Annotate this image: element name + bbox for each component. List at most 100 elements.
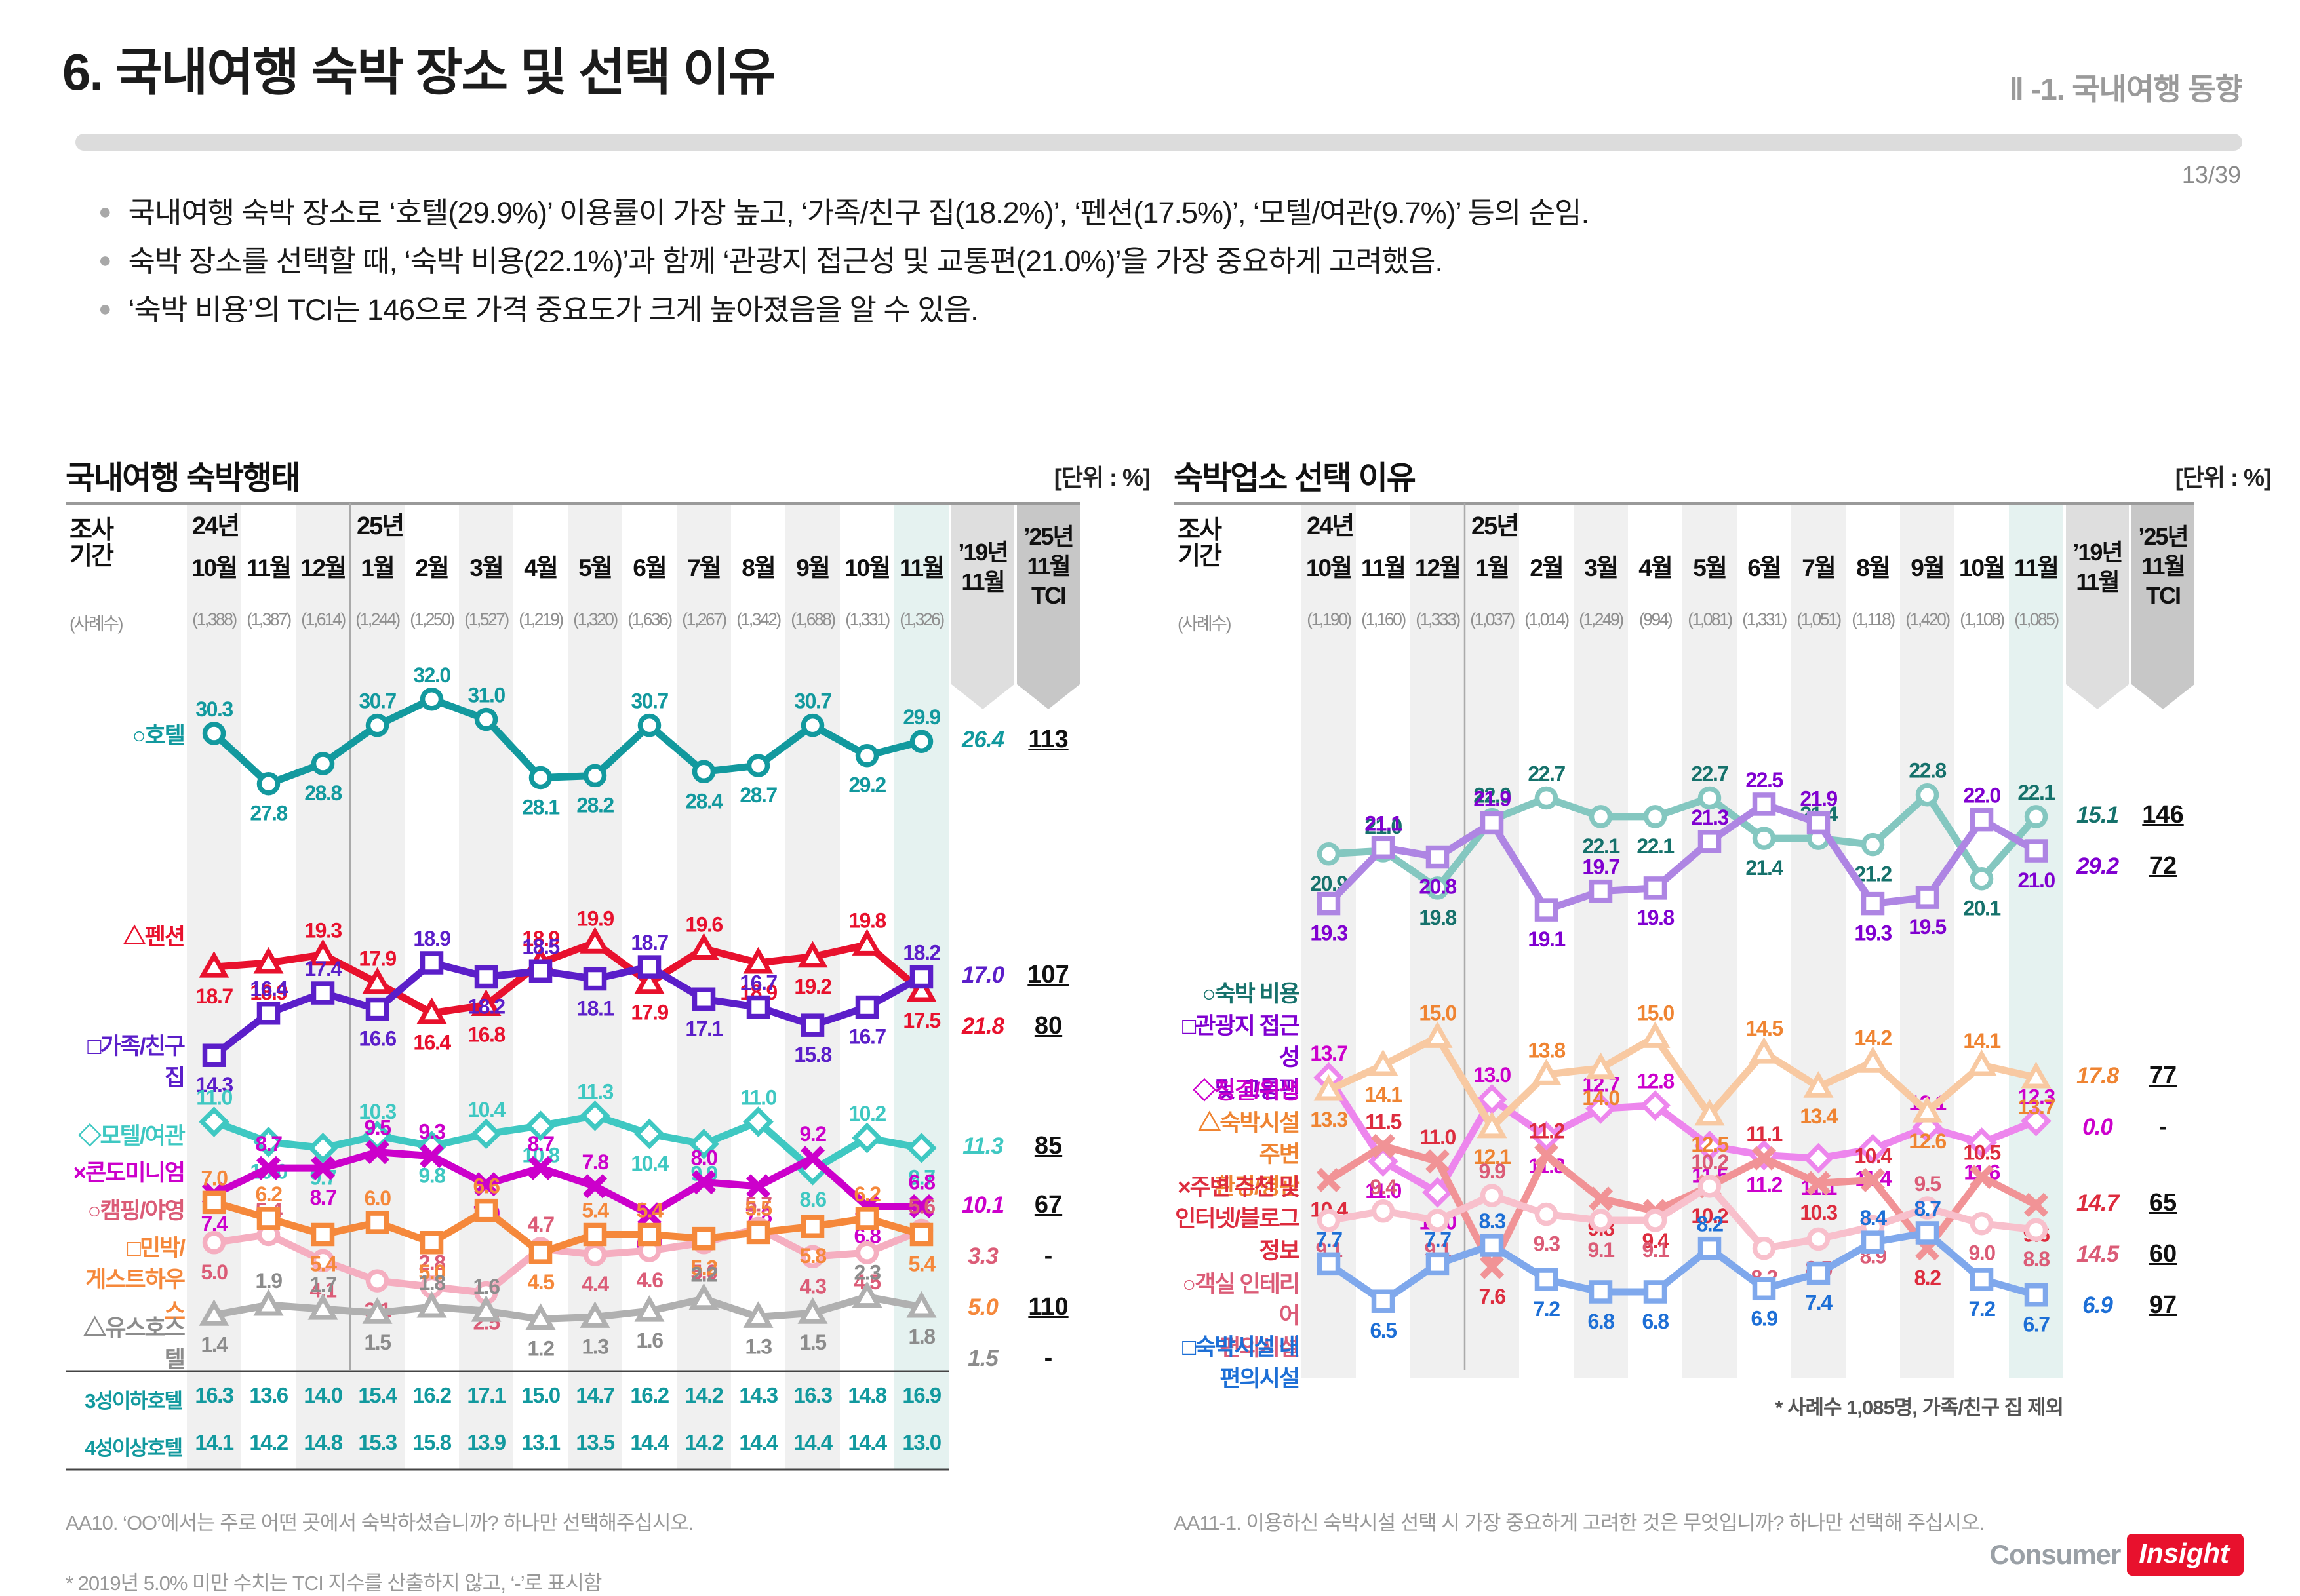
cases-value: (1,331) <box>1742 610 1787 629</box>
data-label: 19.9 <box>576 906 614 930</box>
legend-x: ×콘도미니엄 <box>73 1160 186 1186</box>
data-label: 1.6 <box>473 1275 500 1298</box>
data-label: 22.7 <box>1691 762 1728 785</box>
data-label: 5.0 <box>419 1260 446 1284</box>
marker <box>1970 866 1994 891</box>
cases-value: (1,085) <box>2014 610 2059 629</box>
data-label: 1.2 <box>528 1336 555 1360</box>
marker <box>746 995 770 1019</box>
legend-diamond: ◇모텔/여관 <box>78 1123 186 1149</box>
data-label: 19.8 <box>1419 906 1456 929</box>
marker <box>1752 1236 1776 1260</box>
marker <box>253 1126 284 1158</box>
marker <box>1970 1211 1994 1236</box>
cases-value: (1,326) <box>900 610 945 629</box>
hotel-grade-value: 13.5 <box>576 1430 615 1454</box>
legend-square: □민박/게스트하우스 <box>85 1236 186 1325</box>
data-label: 5.6 <box>909 1194 936 1218</box>
data-label: 11.0 <box>196 1086 232 1110</box>
marker <box>1317 1252 1341 1276</box>
data-label: 22.0 <box>1473 784 1511 808</box>
cases-value: (1,081) <box>1688 610 1733 629</box>
data-label: 5.0 <box>691 1260 718 1284</box>
col-19nov-header: ’19년 11월 <box>2072 539 2123 595</box>
data-label: 10.4 <box>631 1152 669 1175</box>
data-label: 9.1 <box>1588 1238 1615 1262</box>
marker <box>906 975 937 1002</box>
legend-circle: ○숙박 비용 <box>1202 981 1300 1007</box>
marker <box>1970 808 1994 832</box>
data-label: 1.8 <box>419 1271 446 1294</box>
marker <box>362 1297 393 1324</box>
data-label: 8.2 <box>1914 1266 1941 1290</box>
marker <box>1479 1255 1505 1279</box>
data-label: 16.6 <box>359 1027 396 1051</box>
value-tci: 67 <box>1034 1190 1063 1218</box>
data-label: 8.7 <box>1914 1197 1941 1220</box>
data-label: 9.3 <box>1534 1232 1560 1256</box>
data-label: 18.7 <box>195 984 233 1008</box>
marker <box>1915 886 1939 909</box>
marker <box>1861 1230 1885 1254</box>
hotel-grade-value: 17.1 <box>467 1383 506 1407</box>
marker <box>1480 1184 1504 1207</box>
data-label: 6.8 <box>1642 1310 1669 1333</box>
marker <box>2023 1192 2049 1217</box>
data-label: 11.0 <box>1365 1179 1401 1203</box>
data-label: 29.2 <box>848 773 886 797</box>
value-tci: 146 <box>2142 800 2184 828</box>
bullet-2: ● 숙박 장소를 선택할 때, ‘숙박 비용(22.1%)’과 함께 ‘관광지 접… <box>98 244 1443 278</box>
data-label: 9.2 <box>800 1122 827 1146</box>
value-2019: 29.2 <box>2076 853 2119 879</box>
cases-value: (1,219) <box>519 610 564 629</box>
data-label: 9.3 <box>419 1120 446 1144</box>
marker <box>582 1174 608 1199</box>
marker <box>637 713 662 737</box>
marker <box>420 1231 444 1255</box>
cases-value: (1,051) <box>1796 610 1842 629</box>
section-breadcrumb: Ⅱ -1. 국내여행 동향 <box>2009 72 2243 106</box>
column-stripe <box>1682 503 1737 1378</box>
hotel-grade-value: 14.4 <box>793 1430 833 1454</box>
year-label-24: 24년 <box>1307 513 1355 540</box>
marker <box>307 1133 338 1163</box>
marker <box>909 1222 934 1247</box>
marker <box>746 754 770 777</box>
data-label: 11.1 <box>1746 1122 1782 1146</box>
marker <box>1697 1236 1722 1260</box>
data-label: 7.7 <box>1316 1228 1343 1251</box>
marker <box>199 951 229 978</box>
marker <box>365 1140 390 1165</box>
marker <box>420 951 444 975</box>
marker <box>310 1156 336 1180</box>
month-header: 5월 <box>1693 555 1728 581</box>
data-label: 1.4 <box>201 1333 229 1356</box>
data-label: 4.3 <box>800 1274 827 1298</box>
marker <box>471 1118 502 1150</box>
data-label: 4.7 <box>528 1213 555 1236</box>
cases-value: (1,527) <box>464 610 509 629</box>
data-label: 8.7 <box>310 1186 337 1209</box>
value-2019: 26.4 <box>961 727 1004 753</box>
data-label: 9.4 <box>1642 1229 1670 1253</box>
month-header: 2월 <box>1530 555 1564 581</box>
data-label: 20.8 <box>1419 875 1456 899</box>
marker <box>1534 1142 1559 1168</box>
hotel-grade-value: 14.4 <box>739 1430 778 1454</box>
value-tci: 107 <box>1027 961 1069 989</box>
data-label: 32.0 <box>413 663 450 687</box>
data-label: 18.2 <box>467 994 505 1018</box>
month-header: 11월 <box>2013 555 2059 581</box>
marker <box>906 1133 937 1163</box>
data-label: 11.5 <box>1365 1110 1401 1133</box>
data-label: 7.4 <box>1806 1291 1833 1315</box>
cases-value: (1,267) <box>682 610 727 629</box>
data-label: 6.2 <box>854 1182 881 1206</box>
data-label: 9.1 <box>1642 1238 1669 1262</box>
month-header: 10월 <box>1305 555 1353 581</box>
tci-footnote: * 2019년 5.0% 미만 수치는 TCI 지수를 산출하지 않고, ‘-’… <box>66 1572 602 1595</box>
data-label: 13.8 <box>1528 1038 1565 1062</box>
data-label: 14.2 <box>1854 1026 1892 1049</box>
data-label: 13.4 <box>1800 1104 1838 1128</box>
marker <box>525 1303 556 1330</box>
